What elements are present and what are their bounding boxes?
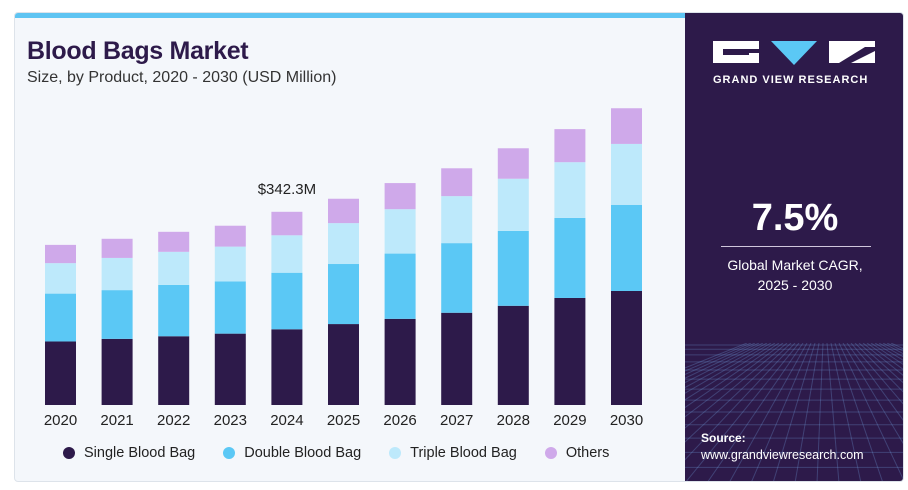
bar-2028-others: [497, 148, 529, 179]
bar-2030-others: [611, 108, 642, 144]
bar-2022-others: [158, 231, 190, 252]
source-url: www.grandviewresearch.com: [701, 448, 864, 462]
bar-2026-others: [384, 183, 416, 210]
bar-2024-double-blood-bag: [271, 272, 303, 330]
source-label: Source:: [701, 431, 746, 445]
chart-subtitle: Size, by Product, 2020 - 2030 (USD Milli…: [27, 69, 337, 86]
stacked-bar-chart: 2020 2021 2022 2023 2024 $342.3M 2025 2026 2027 2…: [44, 108, 643, 429]
bar-2030-double-blood-bag: [611, 204, 642, 291]
chart-legend: Single Blood Bag Double Blood Bag Triple B…: [63, 445, 637, 461]
x-tick-label: 2028: [497, 412, 530, 429]
bar-2028-double-blood-bag: [497, 230, 529, 306]
x-tick-label: 2026: [383, 412, 416, 429]
bar-2023-triple-blood-bag: [214, 246, 246, 282]
bar-2026-triple-blood-bag: [384, 209, 416, 254]
bar-2022-single-blood-bag: [158, 336, 190, 405]
x-tick-label: 2027: [440, 412, 473, 429]
legend-item: Double Blood Bag: [223, 445, 361, 461]
bar-2029-others: [554, 129, 586, 163]
sidebar-panel: GRAND VIEW RESEARCH 7.5% Global Market C…: [685, 13, 903, 481]
bar-2020-triple-blood-bag: [45, 263, 76, 294]
bar-2025-double-blood-bag: [328, 264, 359, 325]
bar-2030-triple-blood-bag: [611, 143, 642, 205]
bar-2024-others: [271, 211, 303, 236]
x-tick-label: 2030: [610, 412, 643, 429]
cagr-divider: [721, 246, 871, 247]
legend-swatch: [63, 447, 75, 459]
bar-2027-triple-blood-bag: [441, 196, 473, 244]
bar-2020-single-blood-bag: [45, 341, 76, 405]
legend-label: Triple Blood Bag: [410, 445, 517, 461]
cagr-label-line1: Global Market CAGR,: [727, 257, 863, 273]
bar-2024-single-blood-bag: [271, 329, 303, 405]
bar-2021-single-blood-bag: [101, 338, 133, 405]
legend-label: Others: [565, 445, 610, 461]
bar-2025-single-blood-bag: [328, 324, 359, 405]
bar-2024-triple-blood-bag: [271, 235, 303, 273]
bar-2021-triple-blood-bag: [101, 257, 133, 291]
legend-swatch: [544, 447, 557, 459]
legend-swatch: [389, 447, 402, 459]
x-tick-label: 2022: [157, 412, 190, 429]
logo-text: GRAND VIEW RESEARCH: [713, 74, 869, 86]
x-tick-label: 2024: [270, 412, 303, 429]
bar-2025-triple-blood-bag: [328, 223, 359, 265]
bar-2027-single-blood-bag: [441, 312, 473, 405]
bar-2028-triple-blood-bag: [497, 178, 529, 231]
legend-label: Single Blood Bag: [84, 445, 196, 461]
x-tick-label: 2023: [214, 412, 247, 429]
bar-2029-double-blood-bag: [554, 217, 586, 298]
bar-2026-single-blood-bag: [384, 318, 416, 405]
x-tick-label: 2021: [100, 412, 133, 429]
bar-2020-double-blood-bag: [45, 293, 76, 342]
legend-item: Triple Blood Bag: [389, 445, 517, 461]
legend-item: Single Blood Bag: [63, 445, 195, 461]
x-tick-label: 2020: [44, 412, 77, 429]
bar-2025-others: [328, 198, 359, 224]
bar-2027-others: [441, 168, 473, 197]
bar-2021-others: [101, 238, 133, 258]
chart-card: Blood Bags Market Size, by Product, 2020…: [14, 12, 904, 482]
legend-swatch: [223, 447, 236, 459]
bar-2026-double-blood-bag: [384, 253, 416, 319]
bar-2020-others: [45, 244, 76, 264]
decorative-grid-pattern: [685, 343, 903, 481]
chart-title: Blood Bags Market: [27, 37, 249, 65]
bar-2029-single-blood-bag: [554, 297, 586, 405]
data-annotation-label: $342.3M: [258, 181, 316, 198]
bar-2030-single-blood-bag: [611, 290, 642, 405]
grand-view-research-logo-icon: [713, 41, 875, 65]
bar-2029-triple-blood-bag: [554, 162, 586, 218]
cagr-label: Global Market CAGR, 2025 - 2030: [685, 255, 903, 295]
legend-item: Others: [544, 445, 610, 461]
x-tick-label: 2029: [553, 412, 586, 429]
bar-2021-double-blood-bag: [101, 290, 133, 339]
cagr-label-line2: 2025 - 2030: [757, 277, 833, 293]
bar-2022-double-blood-bag: [158, 284, 190, 337]
bar-2022-triple-blood-bag: [158, 251, 190, 285]
bar-2023-others: [214, 225, 246, 247]
bar-2023-double-blood-bag: [214, 281, 246, 334]
bar-2027-double-blood-bag: [441, 243, 473, 313]
bar-2028-single-blood-bag: [497, 305, 529, 405]
legend-label: Double Blood Bag: [244, 445, 362, 461]
cagr-value: 7.5%: [751, 197, 839, 239]
x-tick-label: 2025: [327, 412, 360, 429]
bar-2023-single-blood-bag: [214, 333, 246, 405]
top-accent-bar: [15, 13, 685, 18]
